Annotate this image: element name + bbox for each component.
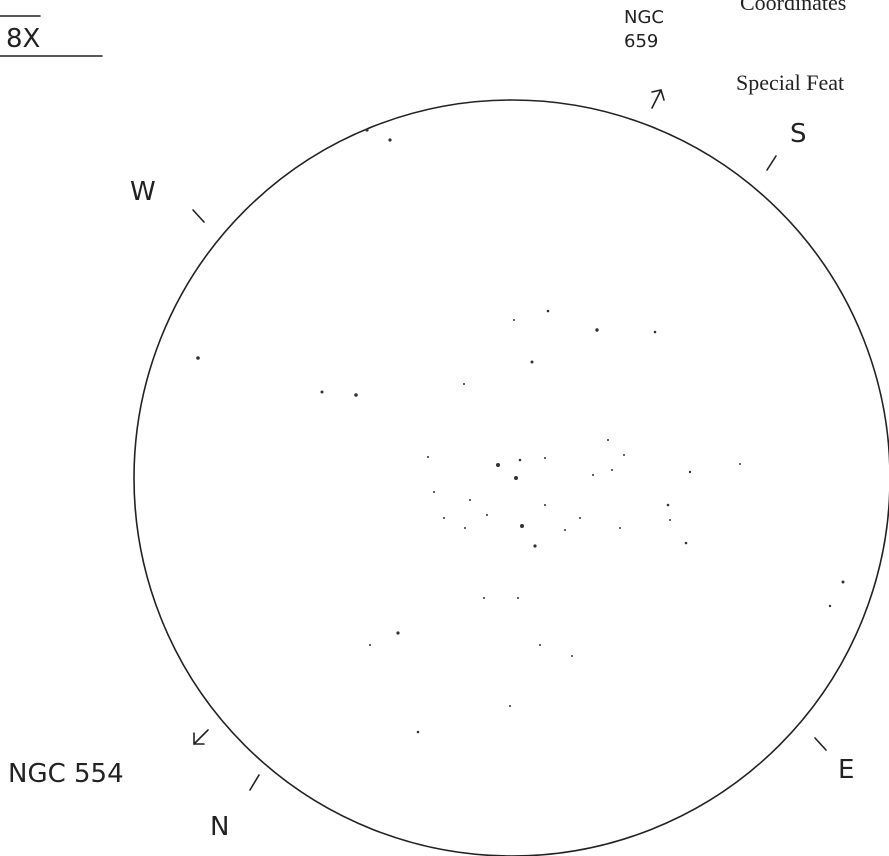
ngc-659-label: 659 <box>624 31 658 52</box>
star <box>571 655 573 657</box>
star <box>433 491 435 493</box>
star <box>688 470 692 474</box>
star <box>530 360 534 364</box>
star <box>486 514 488 516</box>
star <box>427 456 429 458</box>
star <box>841 580 845 584</box>
star <box>669 519 671 521</box>
field-of-view <box>133 99 889 856</box>
star <box>483 597 485 599</box>
direction-label: W <box>130 177 156 207</box>
star <box>592 474 594 476</box>
special-features-field: Special Feat <box>736 70 844 95</box>
star <box>513 319 515 321</box>
star <box>396 631 400 635</box>
star <box>546 309 550 313</box>
star <box>365 128 369 132</box>
star <box>320 390 324 394</box>
star <box>464 527 466 529</box>
star <box>533 544 537 548</box>
arrow <box>193 729 209 745</box>
star <box>564 529 566 531</box>
star <box>607 439 609 441</box>
star <box>623 454 625 456</box>
star <box>469 499 471 501</box>
star <box>369 644 371 646</box>
star <box>388 138 392 142</box>
star <box>544 457 546 459</box>
ngc-554-label: NGC 554 <box>8 759 124 789</box>
direction-label: N <box>210 812 229 842</box>
star <box>514 476 518 480</box>
star <box>443 517 445 519</box>
direction-tick <box>192 209 205 223</box>
coordinates-field: Coordinates <box>740 0 846 15</box>
arrow <box>651 89 665 109</box>
star <box>509 705 511 707</box>
magnification: 8X <box>6 24 40 54</box>
direction-tick <box>249 774 260 791</box>
star <box>518 458 522 462</box>
star <box>828 604 832 608</box>
star <box>611 469 613 471</box>
star <box>517 597 519 599</box>
star <box>684 541 688 545</box>
star <box>196 356 200 360</box>
ngc-659-label: NGC <box>624 7 664 28</box>
direction-label: S <box>790 119 807 149</box>
star <box>579 517 581 519</box>
direction-tick <box>814 737 827 751</box>
star <box>539 644 541 646</box>
star <box>544 504 546 506</box>
star <box>653 330 657 334</box>
star <box>595 328 599 332</box>
stars <box>196 128 845 734</box>
star <box>739 463 741 465</box>
star <box>666 503 670 507</box>
star <box>496 463 500 467</box>
star <box>520 524 524 528</box>
star <box>619 527 621 529</box>
direction-tick <box>766 155 777 171</box>
direction-label: E <box>838 755 854 785</box>
star <box>416 730 420 734</box>
star <box>463 383 465 385</box>
star <box>354 393 358 397</box>
